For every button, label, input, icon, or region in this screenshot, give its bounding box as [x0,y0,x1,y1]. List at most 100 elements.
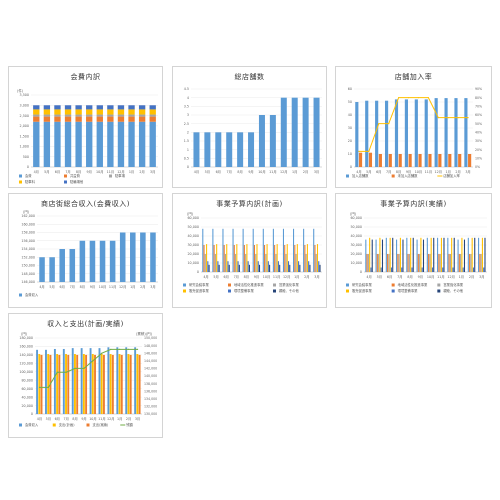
line-point [83,367,85,369]
y-tick-label: 156,000 [21,239,35,243]
bar [471,237,473,272]
bar [33,116,40,122]
y-tick-label: 4.5 [184,87,189,91]
bar [480,254,482,272]
axis-unit-label: (件) [17,88,24,93]
legend-swatch [228,289,231,293]
bar [302,97,309,167]
axis-unit-label: (円) [21,332,28,336]
y-tick-label: 500 [23,155,29,159]
bar [136,354,139,414]
bar [384,100,389,167]
bar [64,105,72,110]
y2-tick-label: 50% [475,122,482,126]
bar [417,254,419,272]
bar [86,121,93,167]
legend-label: 地域活性化推進事業 [234,282,264,287]
bar [376,254,378,272]
x-tick-label: 2月 [469,275,474,279]
bar [424,99,428,167]
x-tick-label: 4月 [366,275,371,279]
x-tick-label: 7月 [386,170,391,174]
line-point [65,371,67,373]
x-tick-label: 8月 [244,275,249,279]
y2-tick-label: 130,000 [144,412,157,416]
y-tick-label: 160,000 [21,222,35,226]
legend-label: 未加入店舗数 [398,173,418,178]
bar [394,99,399,167]
bar [416,239,418,272]
bar [257,261,259,272]
legend-label: 駐輪場他 [70,179,84,184]
bar [212,228,214,272]
bar [422,239,425,272]
bar [295,254,297,272]
x-tick-label: 10月 [263,275,271,279]
bar [454,98,458,167]
bar [379,237,381,272]
bar [258,115,265,167]
y-tick-label: 60,000 [350,216,362,220]
bar [149,116,156,122]
bar [306,244,308,272]
bar [365,239,367,272]
line-point [368,150,370,152]
y-tick-label: 30,000 [350,243,362,247]
x-tick-label: 1月 [292,170,297,174]
bar [355,102,359,167]
chart-title: 商店街総合収入(会費収入) [41,200,130,208]
y-tick-label: 140,000 [19,353,33,357]
y-tick-label: 154,000 [21,247,35,251]
y-tick-label: 148,000 [21,272,35,276]
bar [118,354,121,414]
y2-tick-label: 80% [475,96,482,100]
x-tick-label: 9月 [406,170,411,174]
bar [236,244,238,272]
bar [56,354,59,414]
y-tick-label: 3.5 [184,105,189,109]
bar [242,228,244,272]
chart-panel-income-expense: 収入と支出(計画/実績) (円) (累積)(円) 0 20,000 40,000 60,0… [8,313,163,438]
y-tick-label: 0 [197,270,199,274]
legend-label: 残額 [126,422,133,427]
y-tick-label: 50 [348,100,352,104]
x-tick-label: 10月 [415,170,423,174]
bar [213,245,215,272]
x-tick-label: 1月 [129,170,134,174]
bar [248,264,250,272]
bar [218,264,220,272]
bar [64,109,72,115]
x-tick-label: 1月 [446,170,451,174]
y-tick-label: 1.5 [184,139,189,143]
y-tick-label: 146,000 [21,280,35,284]
bar [203,245,205,272]
line-point [136,348,139,350]
bar [428,254,430,272]
bar [54,121,61,167]
bar [96,121,103,167]
y-tick-label: 40,000 [187,234,199,238]
bar [398,254,400,272]
y-tick-label: 20,000 [21,404,33,408]
bar [371,239,373,272]
legend-swatch [228,283,231,287]
bar [149,114,156,117]
x-tick-label: 1月 [117,417,122,421]
line-point [56,371,58,373]
bar [269,264,271,272]
bar [289,264,291,272]
bar [282,228,284,272]
x-tick-label: 6月 [387,275,392,279]
legend-label: 共益費 [70,173,81,178]
legend-label: 店舗加入率 [443,173,460,178]
bar [215,132,222,167]
bar [128,114,135,117]
bar [208,264,210,272]
bar [43,109,51,115]
bar [98,348,101,414]
x-tick-label: 8月 [407,275,412,279]
legend-label: 営業強化事業 [279,282,299,287]
bar [276,244,278,272]
bar [59,249,65,282]
x-tick-label: 8月 [72,417,77,421]
